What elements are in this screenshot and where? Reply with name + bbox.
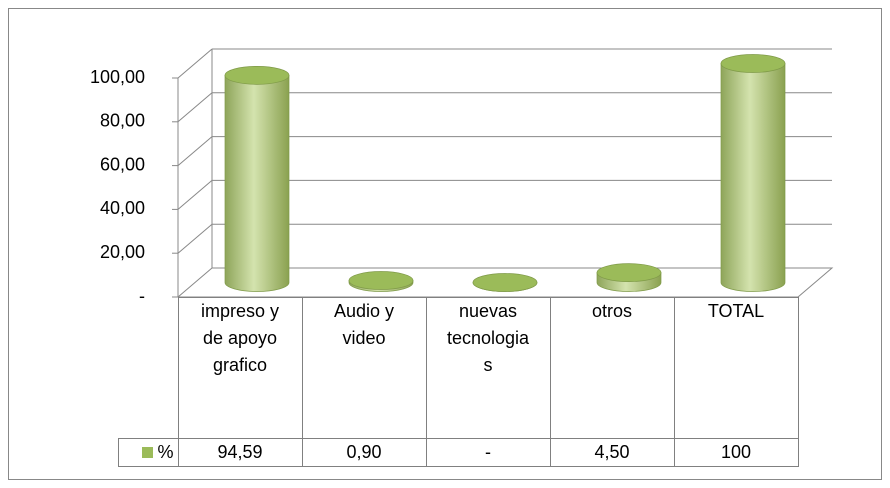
y-tick-label: - xyxy=(139,286,145,306)
grid-line xyxy=(177,136,213,166)
bar xyxy=(472,273,538,292)
legend-entry: % xyxy=(118,438,179,467)
y-tick-label: 100,00 xyxy=(90,67,145,87)
y-tick-label: 20,00 xyxy=(100,242,145,262)
value-label: - xyxy=(425,438,551,467)
category-label: Audio y video xyxy=(301,297,427,439)
category-label: TOTAL xyxy=(673,297,799,439)
bar xyxy=(596,263,662,292)
bar-body xyxy=(720,63,786,292)
category-label: impreso y de apoyo grafico xyxy=(177,297,303,439)
grid-line xyxy=(177,92,213,123)
value-label: 100 xyxy=(673,438,799,467)
category-label: otros xyxy=(549,297,675,439)
bar-body xyxy=(224,74,290,292)
value-label: 94,59 xyxy=(177,438,303,467)
bar xyxy=(224,65,290,292)
value-row: % 94,59 0,90-4,50 100 xyxy=(118,438,799,467)
bar xyxy=(348,271,414,292)
bar-top xyxy=(472,273,538,292)
value-label: 0,90 xyxy=(301,438,427,467)
grid-line xyxy=(177,48,213,79)
bar-top xyxy=(348,271,414,290)
grid-line xyxy=(177,223,213,254)
legend-swatch xyxy=(142,447,154,458)
category-label: nuevas tecnologias xyxy=(425,297,551,439)
y-tick-label: 60,00 xyxy=(100,154,145,174)
y-tick-label: 40,00 xyxy=(100,198,145,218)
grid-line xyxy=(177,180,213,210)
bar xyxy=(720,54,786,292)
bar-top xyxy=(596,263,662,282)
corner xyxy=(119,298,179,439)
value-label: 4,50 xyxy=(549,438,675,467)
legend-label: % xyxy=(157,442,174,462)
category-row: impreso y de apoyo grafico Audio y video n… xyxy=(119,297,799,439)
chart-border xyxy=(8,8,882,480)
y-tick-label: 80,00 xyxy=(100,111,145,131)
data-table: impreso y de apoyo grafico Audio y video n… xyxy=(118,297,799,467)
bar-top xyxy=(720,54,786,73)
bar-top xyxy=(224,65,290,85)
